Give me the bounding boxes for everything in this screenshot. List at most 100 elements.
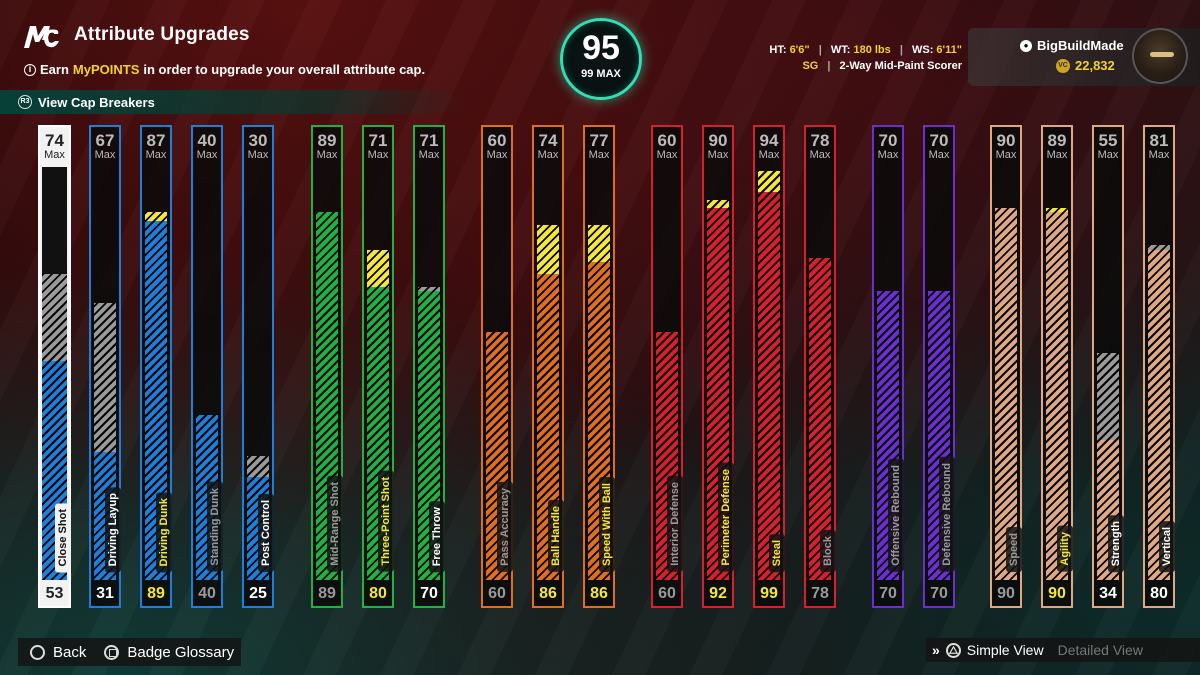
archetype-value: 2-Way Mid-Paint Scorer	[839, 60, 962, 72]
max-label: Max	[1148, 149, 1170, 161]
attribute-bar-offensive-rebound[interactable]: 70 Max Offensive Rebound 70	[872, 125, 904, 608]
attribute-bar-driving-dunk[interactable]: 87 Max Driving Dunk 89	[140, 125, 172, 608]
max-label: Max	[418, 149, 440, 161]
attribute-bar-strength[interactable]: 55 Max Strength 34	[1092, 125, 1124, 608]
attribute-bar-speed[interactable]: 90 Max Speed 90	[990, 125, 1022, 608]
attribute-bar-mid-range-shot[interactable]: 89 Max Mid-Range Shot 89	[311, 125, 343, 608]
footer-controls: Back Badge Glossary	[18, 638, 241, 666]
attribute-bar-perimeter-defense[interactable]: 90 Max Perimeter Defense 92	[702, 125, 734, 608]
current-segment	[1148, 249, 1170, 580]
attribute-bar-post-control[interactable]: 30 Max Post Control 25	[242, 125, 274, 608]
attribute-label: Driving Layup	[105, 486, 121, 572]
bar-track	[1148, 167, 1170, 580]
vc-amount: 22,832	[1075, 58, 1115, 73]
current-value: 86	[590, 585, 608, 602]
current-segment	[809, 257, 831, 580]
max-label: Max	[758, 149, 780, 161]
player-physicals: HT: 6'6" | WT: 180 lbs | WS: 6'11" SG | …	[769, 44, 962, 72]
attribute-label: Block	[820, 530, 836, 572]
attribute-bar-speed-with-ball[interactable]: 77 Max Speed With Ball 86	[583, 125, 615, 608]
attribute-label: Pass Accuracy	[497, 482, 513, 572]
attribute-label: Interior Defense	[667, 476, 683, 572]
current-value: 90	[997, 585, 1015, 602]
max-value: 70	[878, 131, 898, 150]
current-value: 99	[760, 585, 778, 602]
attribute-label: Driving Dunk	[156, 491, 172, 572]
avatar	[1132, 28, 1188, 84]
page-title: Attribute Upgrades	[74, 24, 250, 45]
overall-rating-badge: 95 99 MAX	[560, 18, 642, 100]
back-button[interactable]: Back	[53, 643, 87, 661]
view-cap-breakers-button[interactable]: R3 View Cap Breakers	[0, 90, 470, 114]
max-value: 74	[45, 131, 64, 150]
max-label: Max	[196, 149, 218, 161]
attribute-bar-defensive-rebound[interactable]: 70 Max Defensive Rebound 70	[923, 125, 955, 608]
current-value: 60	[488, 585, 506, 602]
attribute-bar-vertical[interactable]: 81 Max Vertical 80	[1143, 125, 1175, 608]
bar-track	[758, 167, 780, 580]
profile-panel: ● BigBuildMade VC 22,832	[968, 28, 1200, 86]
current-value: 89	[147, 585, 165, 602]
square-button-icon	[104, 644, 120, 660]
max-value: 90	[996, 131, 1016, 150]
attribute-label: Post Control	[258, 494, 274, 572]
attribute-label: Strength	[1108, 514, 1124, 572]
attribute-bar-ball-handle[interactable]: 74 Max Ball Handle 86	[532, 125, 564, 608]
username: BigBuildMade	[1037, 38, 1124, 53]
circle-button-icon	[30, 644, 45, 660]
attribute-bar-driving-layup[interactable]: 67 Max Driving Layup 31	[89, 125, 121, 608]
view-toggle: » Simple View Detailed View	[926, 638, 1200, 662]
playstation-icon: ●	[1020, 39, 1032, 52]
position-value: SG	[802, 60, 819, 72]
attribute-bar-pass-accuracy[interactable]: 60 Max Pass Accuracy 60	[481, 125, 513, 608]
attribute-bar-close-shot[interactable]: 74 Max Close Shot 53	[38, 125, 71, 608]
current-value: 86	[539, 585, 557, 602]
detailed-view-tab[interactable]: Detailed View	[1057, 642, 1143, 658]
attribute-bar-block[interactable]: 78 Max Block 78	[804, 125, 836, 608]
attribute-bar-steal[interactable]: 94 Max Steal 99	[753, 125, 785, 608]
attribute-bar-agility[interactable]: 89 Max Agility 90	[1041, 125, 1073, 608]
max-value: 89	[1047, 131, 1067, 150]
view-cap-breakers-label: View Cap Breakers	[38, 94, 155, 110]
vc-coin-icon: VC	[1056, 58, 1070, 73]
max-label: Max	[486, 149, 508, 161]
max-label: Max	[44, 149, 65, 161]
attribute-bar-three-point-shot[interactable]: 71 Max Three-Point Shot 80	[362, 125, 394, 608]
attribute-label: Offensive Rebound	[888, 459, 904, 572]
weight-label: WT:	[830, 44, 851, 56]
current-value: 89	[318, 585, 336, 602]
max-value: 71	[419, 131, 439, 150]
max-label: Max	[1097, 149, 1119, 161]
attribute-bar-free-throw[interactable]: 71 Max Free Throw 70	[413, 125, 445, 608]
double-chevron-icon: »	[932, 642, 940, 658]
attribute-label: Perimeter Defense	[718, 463, 734, 572]
max-value: 81	[1149, 131, 1169, 150]
current-value: 90	[1048, 585, 1066, 602]
max-value: 77	[589, 131, 609, 150]
bar-track	[995, 167, 1017, 580]
max-label: Max	[707, 149, 729, 161]
max-label: Max	[877, 149, 899, 161]
current-value: 34	[1099, 585, 1117, 602]
current-value: 53	[45, 585, 64, 602]
info-prefix: Earn	[40, 62, 69, 77]
max-label: Max	[94, 149, 116, 161]
attribute-label: Steal	[769, 533, 785, 572]
attribute-label: Close Shot	[54, 502, 71, 572]
max-value: 78	[810, 131, 830, 150]
simple-view-tab[interactable]: Simple View	[966, 642, 1044, 658]
attribute-bar-standing-dunk[interactable]: 40 Max Standing Dunk 40	[191, 125, 223, 608]
max-label: Max	[928, 149, 950, 161]
profile-name: ● BigBuildMade	[1020, 38, 1124, 53]
max-label: Max	[1046, 149, 1068, 161]
attribute-label: Three-Point Shot	[378, 471, 394, 572]
current-value: 40	[198, 585, 216, 602]
attribute-bar-interior-defense[interactable]: 60 Max Interior Defense 60	[651, 125, 683, 608]
current-segment	[1046, 212, 1068, 580]
attribute-label: Standing Dunk	[207, 482, 223, 572]
badge-glossary-button[interactable]: Badge Glossary	[127, 643, 235, 661]
current-segment	[995, 208, 1017, 580]
wingspan-value: 6'11"	[936, 44, 962, 56]
info-line: i Earn MyPOINTS in order to upgrade your…	[24, 62, 425, 77]
max-value: 71	[368, 131, 388, 150]
